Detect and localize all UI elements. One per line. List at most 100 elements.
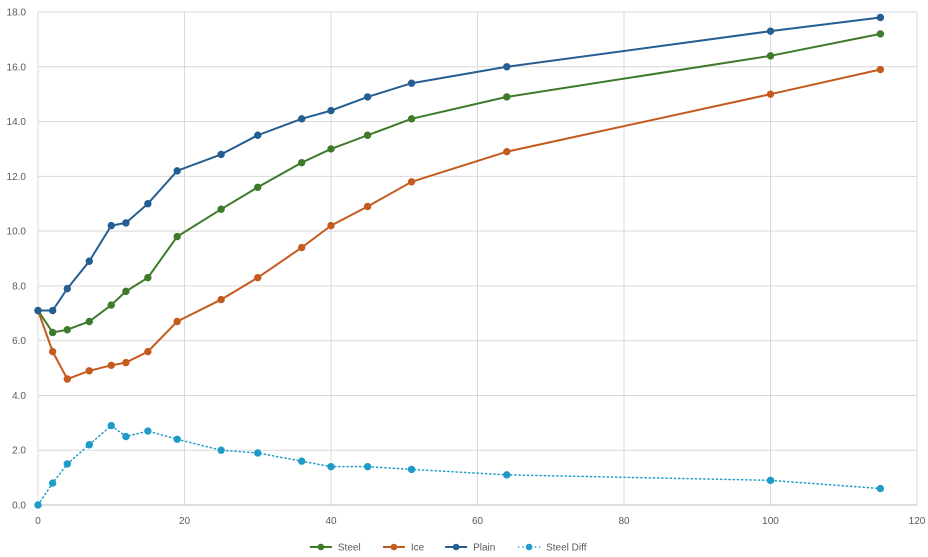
- y-tick-label: 12.0: [7, 172, 27, 183]
- data-point: [85, 257, 93, 265]
- legend-item: Plain: [445, 543, 495, 554]
- y-tick-label: 16.0: [7, 62, 27, 73]
- data-point: [876, 30, 885, 38]
- data-point: [503, 93, 511, 101]
- data-point: [107, 421, 115, 430]
- series-line: [37, 68, 882, 381]
- series-line: [37, 32, 882, 334]
- x-tick-label: 40: [325, 516, 337, 527]
- series-steel-diff: [34, 421, 885, 509]
- y-tick-label: 14.0: [7, 117, 27, 128]
- axes: 0.0 2.0 4.0 6.0 8.0 10.0 12.0 14.0 16.0 18.0 0 20 40…: [7, 8, 926, 528]
- data-point: [173, 435, 181, 443]
- data-point: [298, 457, 306, 465]
- data-point: [254, 183, 262, 191]
- data-point: [34, 501, 42, 509]
- data-point: [63, 284, 71, 293]
- data-point: [144, 427, 152, 435]
- data-point: [503, 63, 511, 71]
- data-point: [63, 460, 71, 468]
- series: [34, 13, 885, 509]
- data-point: [107, 301, 115, 309]
- data-point: [298, 158, 306, 167]
- data-point: [327, 106, 335, 115]
- data-point: [254, 131, 262, 139]
- data-point: [327, 462, 335, 471]
- data-point: [503, 147, 511, 156]
- data-point: [254, 449, 262, 457]
- legend-item: Steel Diff: [518, 543, 587, 554]
- data-point: [63, 375, 71, 383]
- data-point: [876, 13, 885, 22]
- legend-label: Steel Diff: [546, 543, 587, 554]
- x-tick-label: 60: [472, 516, 484, 527]
- data-point: [173, 232, 181, 241]
- data-point: [122, 358, 130, 367]
- data-point: [48, 479, 57, 487]
- data-point: [363, 202, 372, 211]
- legend-marker: [452, 543, 460, 551]
- data-point: [503, 471, 511, 479]
- data-point: [217, 446, 225, 454]
- data-point: [407, 178, 416, 186]
- data-point: [63, 326, 71, 334]
- data-point: [766, 90, 775, 98]
- data-point: [363, 131, 372, 139]
- data-point: [122, 432, 130, 441]
- data-point: [363, 93, 372, 101]
- data-point: [85, 317, 93, 326]
- y-tick-label: 2.0: [12, 446, 26, 457]
- legend-marker: [317, 543, 325, 551]
- x-tick-label: 0: [35, 516, 41, 527]
- legend-item: Ice: [382, 543, 425, 554]
- x-tick-label: 120: [909, 516, 926, 527]
- data-point: [48, 306, 57, 315]
- legend-marker: [390, 543, 398, 551]
- data-point: [876, 484, 885, 493]
- data-point: [217, 295, 225, 304]
- data-point: [217, 205, 225, 213]
- x-tick-label: 20: [179, 516, 191, 527]
- y-tick-label: 8.0: [12, 281, 26, 292]
- data-point: [173, 317, 181, 326]
- data-point: [48, 328, 57, 337]
- y-tick-label: 18.0: [7, 8, 27, 19]
- data-point: [217, 150, 225, 159]
- y-tick-label: 4.0: [12, 391, 26, 402]
- series-steel: [34, 30, 885, 337]
- data-point: [363, 462, 372, 471]
- legend-label: Plain: [473, 543, 495, 554]
- data-point: [122, 287, 130, 296]
- legend-label: Steel: [338, 543, 361, 554]
- data-point: [48, 347, 57, 356]
- x-tick-label: 80: [618, 516, 630, 527]
- data-point: [407, 465, 416, 474]
- x-tick-label: 100: [762, 516, 779, 527]
- data-point: [144, 200, 152, 208]
- data-point: [144, 273, 152, 282]
- data-point: [766, 27, 775, 35]
- series-ice: [34, 65, 885, 383]
- legend: Steel Ice Plain Steel Diff: [309, 543, 587, 554]
- series-line: [37, 424, 882, 506]
- data-point: [327, 145, 335, 153]
- data-point: [85, 367, 93, 375]
- data-point: [122, 219, 130, 227]
- data-point: [876, 65, 885, 74]
- data-point: [85, 441, 93, 449]
- data-point: [34, 306, 42, 315]
- y-tick-label: 6.0: [12, 336, 26, 347]
- data-point: [254, 273, 262, 282]
- data-point: [107, 221, 115, 230]
- data-point: [327, 221, 335, 230]
- gridlines: [38, 11, 918, 505]
- series-line: [37, 16, 882, 312]
- data-point: [407, 115, 416, 123]
- data-point: [298, 115, 306, 123]
- data-point: [766, 52, 775, 60]
- data-point: [766, 476, 775, 485]
- data-point: [144, 347, 152, 356]
- y-tick-label: 10.0: [7, 227, 27, 238]
